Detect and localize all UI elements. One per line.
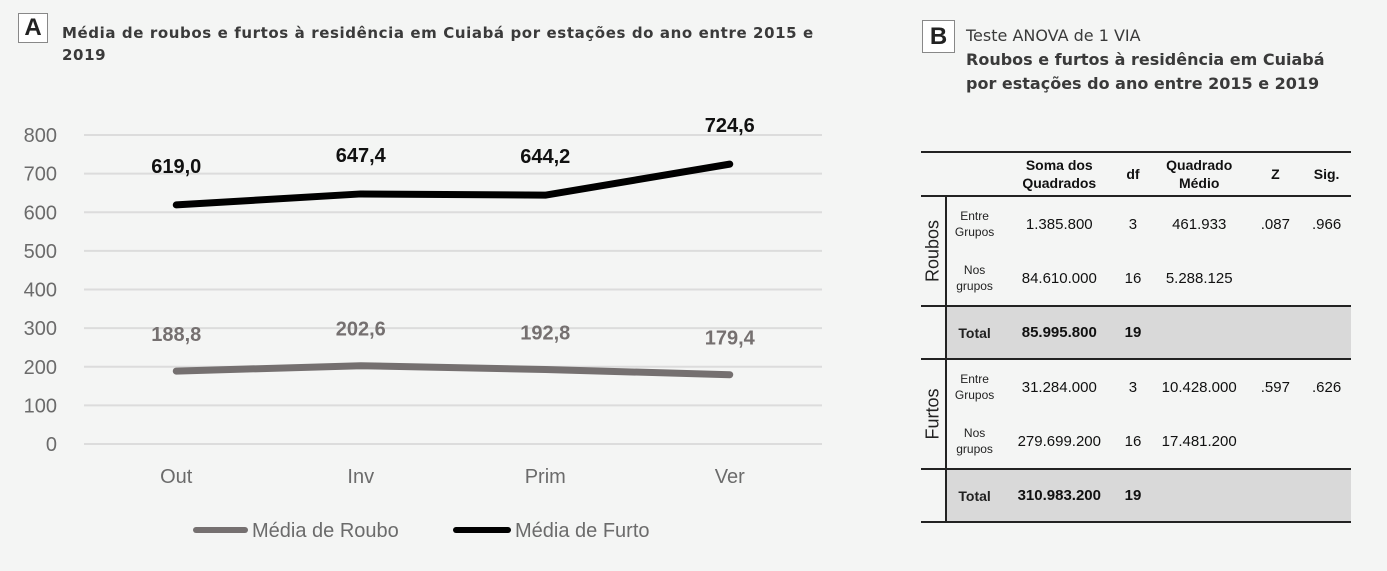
x-axis-ticks: Out Inv Prim Ver [160,466,745,488]
table-row-total: Total 85.995.800 19 [921,306,1351,359]
x-tick-label: Ver [715,466,745,488]
cell-df: 3 [1128,215,1138,233]
y-tick-label: 800 [24,125,57,147]
cell-z [1249,306,1303,359]
cell-sig [1302,251,1351,306]
group-spacer [921,469,947,522]
cell-z [1249,251,1303,306]
cell-ss: 279.699.200 [1017,432,1101,450]
group-spacer [921,306,947,359]
cell-sig: .626 [1312,378,1342,396]
data-label: 192,8 [520,323,570,345]
legend-label-furto: Média de Furto [515,520,650,542]
table-title-line-3: por estações do ano entre 2015 e 2019 [966,74,1320,93]
cell-ms [1150,306,1249,359]
header-group [921,152,946,196]
cell-z [1249,414,1303,469]
data-label: 202,6 [336,319,386,341]
legend: Média de Roubo Média de Furto [193,520,650,542]
cell-sig [1302,469,1351,522]
table-row: Nos grupos 84.610.000 16 5.288.125 [921,251,1351,306]
y-tick-label: 100 [24,395,57,417]
cell-ss: 310.983.200 [1017,487,1101,504]
table-row: Nos grupos 279.699.200 16 17.481.200 [921,414,1351,469]
panel-b-letter: B [922,20,955,53]
y-tick-label: 600 [24,202,57,224]
y-tick-label: 200 [24,357,57,379]
gridlines [84,134,822,445]
cell-z: .597 [1260,378,1290,396]
anova-table: Soma dos Quadrados df Quadrado Médio Z S… [921,151,1351,523]
group-label-furtos: Furtos [921,359,947,469]
table-title-line-2: Roubos e furtos à residência em Cuiabá [966,50,1325,69]
y-tick-label: 0 [46,434,57,456]
chart-title: Média de roubos e furtos à residência em… [62,24,814,64]
data-label: 647,4 [336,145,387,167]
cell-sig [1302,414,1351,469]
data-label: 644,2 [520,146,570,168]
table-row: Roubos Entre Grupos 1.385.800 3 461.933 … [921,196,1351,306]
x-tick-label: Prim [525,466,566,488]
cell-ms: 5.288.125 [1165,269,1233,287]
table-title: Teste ANOVA de 1 VIA Roubos e furtos à r… [966,24,1386,96]
y-tick-label: 400 [24,280,57,302]
cell-z [1249,469,1303,522]
cell-sig: .966 [1312,215,1342,233]
header-sig: Sig. [1313,166,1340,182]
row-label: Nos grupos [956,263,993,293]
row-label: Total [958,487,991,504]
cell-df: 19 [1124,324,1142,341]
header-soma-quadrados: Soma dos Quadrados [1022,157,1097,191]
cell-ss: 1.385.800 [1025,215,1093,233]
cell-sig [1302,306,1351,359]
y-tick-label: 500 [24,241,57,263]
table-row: Furtos Entre Grupos 31.284.000 3 10.428.… [921,359,1351,469]
table-header-row: Soma dos Quadrados df Quadrado Médio Z S… [921,152,1351,196]
header-df: df [1126,166,1140,182]
row-label: Entre Grupos [954,372,995,402]
data-label: 188,8 [151,324,201,346]
row-label: Nos grupos [956,426,993,456]
header-quadrado-medio: Quadrado Médio [1166,157,1233,191]
series-line-roubo [172,362,734,379]
cell-df: 19 [1124,487,1142,504]
cell-ms: 17.481.200 [1161,432,1237,450]
cell-ss: 84.610.000 [1021,269,1097,287]
x-tick-label: Out [160,466,193,488]
group-label-roubos: Roubos [921,196,947,306]
row-label: Total [958,324,991,341]
data-label: 724,6 [705,115,755,137]
cell-df: 3 [1128,378,1138,396]
table-title-line-1: Teste ANOVA de 1 VIA [966,26,1141,45]
panel-a-letter: A [18,13,48,43]
cell-df: 16 [1124,269,1142,287]
series-lines [172,160,734,379]
header-z: Z [1271,166,1280,182]
cell-z: .087 [1260,215,1290,233]
y-tick-label: 300 [24,318,57,340]
cell-ms: 10.428.000 [1161,378,1237,396]
header-rowlabel [946,152,1003,196]
data-label: 619,0 [151,156,201,178]
data-label: 179,4 [705,328,756,350]
cell-ms: 461.933 [1172,215,1227,233]
series-line-furto [172,160,734,209]
table-row-total: Total 310.983.200 19 [921,469,1351,522]
cell-ss: 31.284.000 [1021,378,1097,396]
y-axis-ticks: 0 100 200 300 400 500 600 700 800 [24,125,57,456]
x-tick-label: Inv [347,466,374,488]
cell-ms [1150,469,1249,522]
y-tick-label: 700 [24,164,57,186]
cell-df: 16 [1124,432,1142,450]
row-label: Entre Grupos [954,209,995,239]
data-labels: 188,8 202,6 192,8 179,4 619,0 647,4 644,2 724,6 [151,115,755,350]
legend-label-roubo: Média de Roubo [252,520,399,542]
cell-ss: 85.995.800 [1021,324,1097,341]
